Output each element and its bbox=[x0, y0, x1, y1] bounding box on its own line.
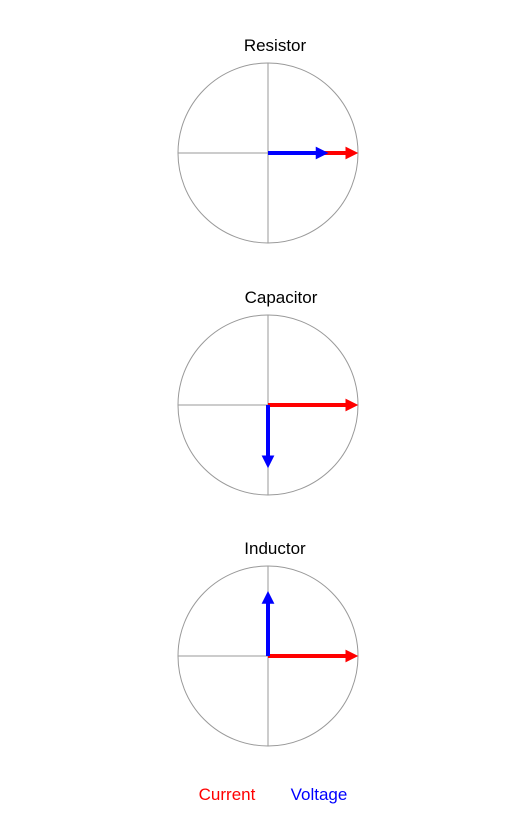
inductor-diagram: Inductor bbox=[177, 539, 359, 747]
legend-current-label: Current bbox=[199, 785, 256, 804]
legend: Current Voltage bbox=[199, 785, 348, 804]
legend-voltage-label: Voltage bbox=[291, 785, 348, 804]
capacitor-diagram: Capacitor bbox=[177, 288, 359, 496]
resistor-title: Resistor bbox=[244, 36, 307, 55]
inductor-title: Inductor bbox=[244, 539, 306, 558]
resistor-diagram: Resistor bbox=[177, 36, 359, 244]
capacitor-title: Capacitor bbox=[245, 288, 318, 307]
